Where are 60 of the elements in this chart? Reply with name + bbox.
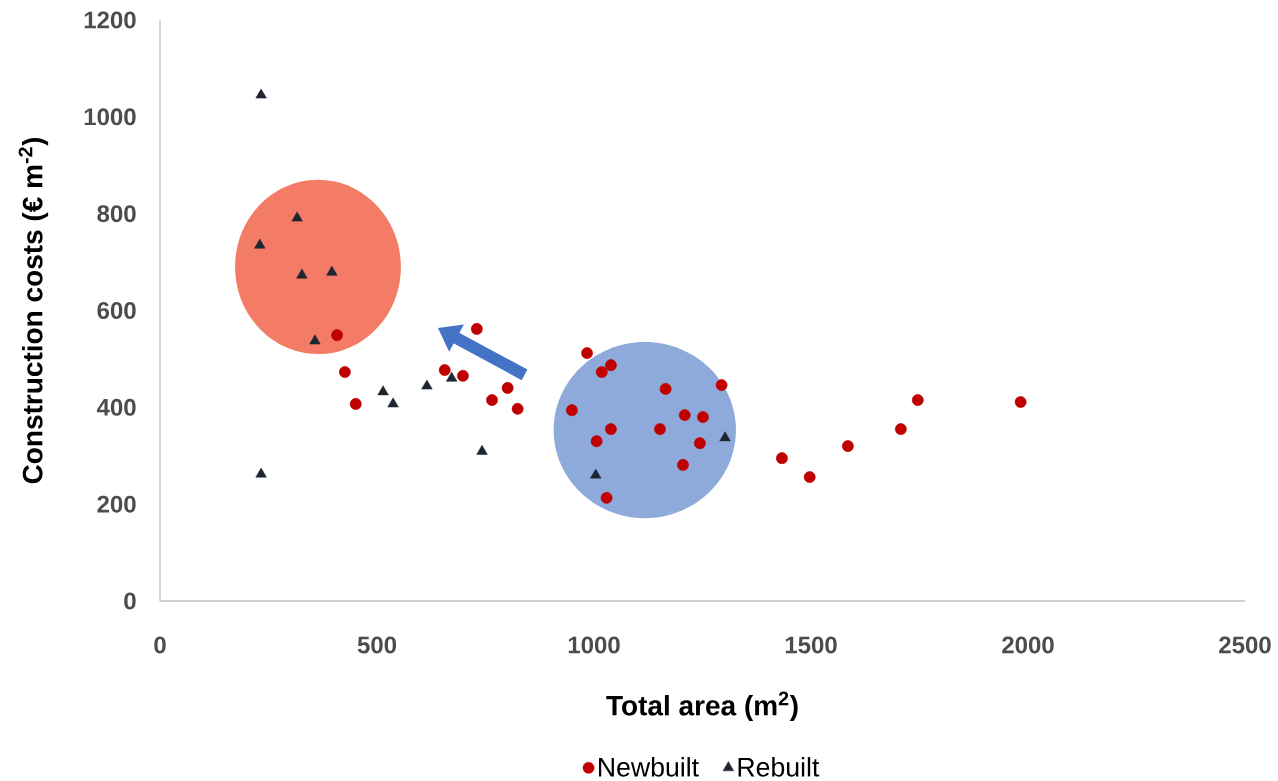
point <box>697 411 709 423</box>
x-tick-label: 0 <box>154 636 166 654</box>
point <box>339 366 351 378</box>
point <box>803 471 816 483</box>
y-tick-label: 800 <box>97 205 136 223</box>
point <box>255 88 267 99</box>
point <box>511 402 524 415</box>
point <box>600 491 613 504</box>
point <box>894 423 907 435</box>
point <box>446 371 458 382</box>
point <box>595 366 608 378</box>
point <box>457 369 469 382</box>
point <box>581 347 593 359</box>
point <box>677 459 689 471</box>
point <box>590 435 603 448</box>
point <box>605 423 617 435</box>
y-tick-label: 200 <box>97 495 136 513</box>
point <box>501 382 514 394</box>
x-tick-label: 2000 <box>1002 636 1054 654</box>
point <box>296 268 308 279</box>
point <box>659 383 672 395</box>
x-tick-label: 500 <box>357 636 397 654</box>
point <box>470 323 483 335</box>
x-tick-label: 1500 <box>785 636 837 654</box>
x-tick-label: 2500 <box>1219 636 1271 654</box>
x-axis-title: Total area (m$^{2}$) <box>606 691 798 722</box>
point <box>605 359 617 372</box>
y-tick-label: 1000 <box>84 108 136 126</box>
point <box>377 385 389 396</box>
point <box>309 334 321 345</box>
legend-label: Newbuilt <box>599 757 699 777</box>
point <box>291 211 303 222</box>
point <box>476 444 488 455</box>
point <box>654 423 666 435</box>
point <box>421 379 433 390</box>
point <box>719 431 731 442</box>
point <box>349 398 362 410</box>
point <box>678 409 691 421</box>
y-tick-label: 400 <box>96 398 136 416</box>
point <box>566 404 578 417</box>
y-tick-label: 600 <box>97 301 136 319</box>
point <box>694 437 706 450</box>
y-tick-label: 1200 <box>84 11 136 29</box>
point <box>590 468 602 479</box>
y-axis-title: Construction costs (€ m$^{-2}$) <box>18 137 49 484</box>
point <box>486 394 498 406</box>
point <box>715 379 728 391</box>
point <box>255 467 267 478</box>
point <box>387 397 399 408</box>
point <box>1014 396 1027 408</box>
y-tick-label: 0 <box>124 592 136 610</box>
point <box>331 329 343 342</box>
point <box>326 265 338 276</box>
x-tick-label: 1000 <box>568 636 620 654</box>
point <box>911 394 924 406</box>
point <box>776 452 788 465</box>
point <box>438 364 451 376</box>
legend-label: Rebuilt <box>738 757 820 777</box>
point <box>254 238 266 249</box>
point <box>842 440 854 452</box>
